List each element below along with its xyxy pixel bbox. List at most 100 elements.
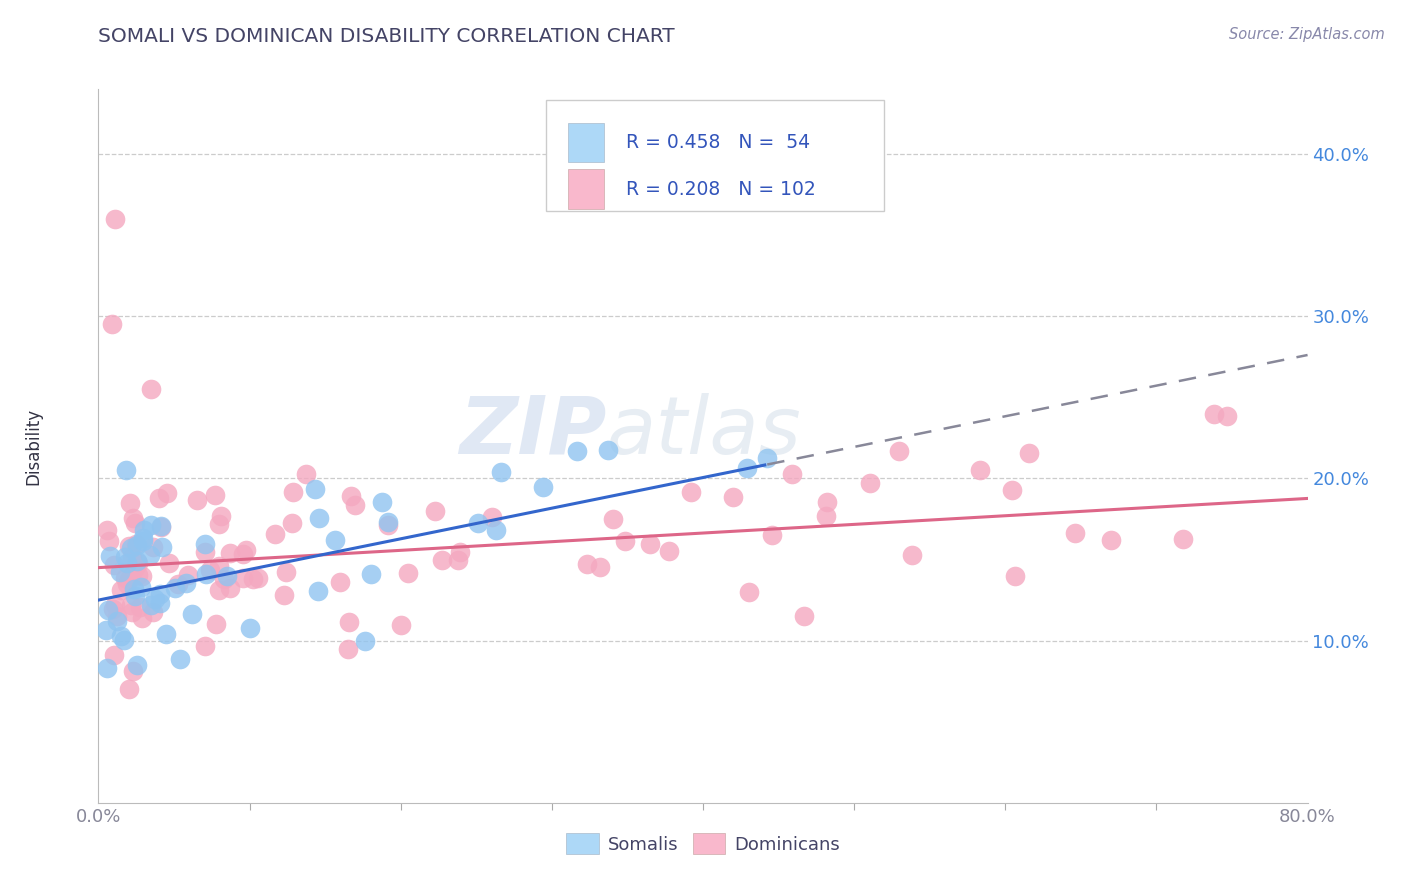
Point — [681, 485, 703, 500]
Point — [157, 556, 180, 570]
Point — [215, 568, 238, 582]
Point — [149, 519, 172, 533]
FancyBboxPatch shape — [568, 169, 603, 209]
Text: ZIP: ZIP — [458, 392, 606, 471]
Point — [449, 545, 471, 559]
Point — [281, 516, 304, 530]
Point — [232, 547, 254, 561]
FancyBboxPatch shape — [568, 123, 603, 162]
Point — [125, 537, 148, 551]
Point — [389, 617, 412, 632]
Point — [105, 614, 128, 628]
Point — [344, 498, 367, 512]
Point — [430, 553, 453, 567]
Text: atlas: atlas — [606, 392, 801, 471]
Point — [565, 444, 588, 458]
Point — [1063, 526, 1085, 541]
Point — [118, 539, 141, 553]
Point — [340, 489, 363, 503]
Point — [782, 467, 804, 482]
Point — [120, 569, 142, 583]
Point — [589, 559, 612, 574]
Point — [377, 516, 399, 530]
Point — [112, 633, 135, 648]
Point — [110, 629, 132, 643]
Point — [114, 549, 136, 564]
Point — [602, 512, 624, 526]
Point — [423, 504, 446, 518]
Text: Source: ZipAtlas.com: Source: ZipAtlas.com — [1229, 27, 1385, 42]
Point — [738, 585, 761, 599]
Point — [447, 553, 470, 567]
Point — [1099, 533, 1122, 547]
Point — [142, 605, 165, 619]
Point — [247, 571, 270, 585]
Point — [129, 580, 152, 594]
Point — [307, 583, 329, 598]
Point — [114, 572, 136, 586]
Point — [139, 518, 162, 533]
Point — [131, 611, 153, 625]
Point — [640, 537, 662, 551]
Point — [1004, 569, 1026, 583]
Point — [1173, 532, 1195, 546]
Point — [101, 318, 124, 332]
Point — [150, 519, 173, 533]
Point — [304, 482, 326, 496]
Point — [242, 572, 264, 586]
Point — [124, 516, 146, 531]
Point — [156, 486, 179, 500]
Point — [97, 534, 120, 549]
Point — [127, 556, 149, 570]
Point — [576, 558, 599, 572]
Point — [155, 627, 177, 641]
Point — [208, 559, 231, 574]
Point — [329, 575, 352, 590]
Point — [219, 546, 242, 560]
Point — [194, 537, 217, 551]
Point — [211, 508, 233, 523]
Point — [166, 576, 188, 591]
Point — [121, 664, 143, 678]
Point — [125, 554, 148, 568]
Point — [115, 576, 138, 591]
Point — [150, 540, 173, 554]
Point — [118, 496, 141, 510]
Legend: Somalis, Dominicans: Somalis, Dominicans — [558, 826, 848, 862]
Point — [120, 598, 142, 612]
Point — [204, 487, 226, 501]
Point — [121, 606, 143, 620]
Point — [325, 533, 347, 547]
Point — [371, 495, 394, 509]
Point — [124, 589, 146, 603]
Point — [124, 561, 146, 575]
Text: R = 0.458   N =  54: R = 0.458 N = 54 — [626, 133, 810, 153]
Point — [138, 548, 160, 562]
Text: R = 0.208   N = 102: R = 0.208 N = 102 — [626, 179, 815, 199]
Point — [132, 531, 155, 545]
Point — [121, 510, 143, 524]
Point — [889, 443, 911, 458]
Point — [118, 682, 141, 697]
Point — [274, 565, 297, 579]
Point — [859, 476, 882, 491]
Point — [127, 538, 149, 552]
Point — [614, 534, 637, 549]
Point — [598, 442, 620, 457]
Point — [1216, 409, 1239, 424]
Point — [148, 491, 170, 505]
Point — [97, 603, 120, 617]
Point — [207, 517, 229, 532]
Point — [132, 534, 155, 549]
Point — [117, 557, 139, 571]
Point — [96, 623, 118, 637]
Point — [198, 563, 221, 577]
Point — [176, 568, 198, 582]
Point — [295, 467, 318, 481]
Point — [110, 565, 132, 579]
Point — [121, 550, 143, 565]
Point — [186, 493, 208, 508]
Point — [194, 639, 217, 653]
Point — [98, 549, 121, 564]
Point — [658, 544, 681, 558]
